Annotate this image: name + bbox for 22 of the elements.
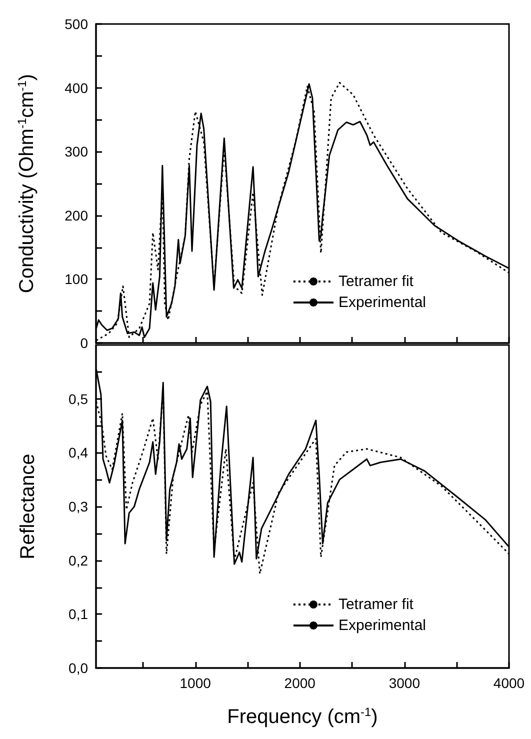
x-tick-label: 2000	[284, 675, 316, 691]
x-tick-label: 1000	[180, 675, 212, 691]
y-tick-label: 0,2	[68, 552, 88, 568]
y-tick-label: 0	[80, 335, 88, 351]
y-tick-label: 400	[64, 80, 88, 96]
y-tick-label: 0,3	[68, 498, 88, 514]
y-tick-label: 300	[64, 144, 88, 160]
y-tick-label: 0,4	[68, 444, 88, 461]
y-tick-label: 200	[64, 207, 88, 224]
y-tick-label: 0,5	[68, 390, 88, 407]
x-tick-label: 4000	[493, 675, 525, 691]
x-tick-label: 3000	[388, 675, 420, 691]
y-tick-label: 0,0	[68, 660, 88, 676]
y-tick-label: 100	[64, 271, 88, 288]
legend-label: Tetramer fit	[338, 273, 414, 290]
legend-label: Experimental	[338, 617, 426, 634]
y-tick-label: 500	[64, 16, 88, 32]
y-axis-title: Reflectance	[17, 454, 39, 560]
legend-label: Tetramer fit	[338, 596, 414, 613]
legend-label: Experimental	[338, 294, 426, 311]
y-axis-title: Conductivity (Ohm-1cm-1)	[15, 74, 38, 294]
y-tick-label: 0,1	[68, 606, 88, 622]
